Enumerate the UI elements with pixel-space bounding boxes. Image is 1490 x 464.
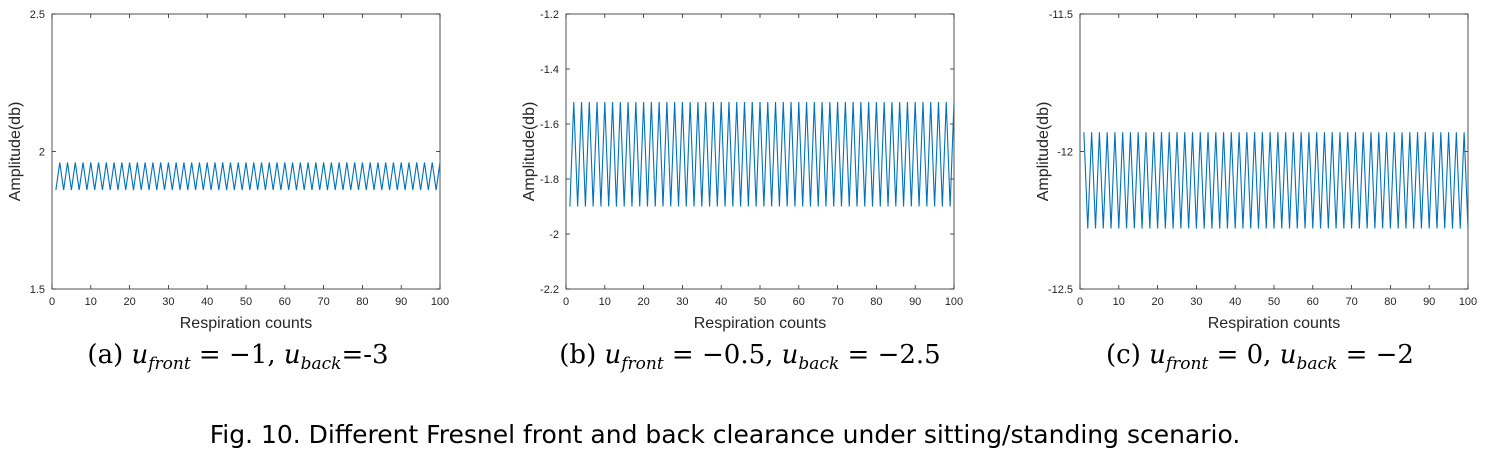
subcaption-b-text: ufront = −0.5, uback = −2.5	[604, 340, 941, 375]
x-tick-label: 90	[1423, 296, 1435, 308]
subcaption-a: (a) ufront = −1, uback=-3	[58, 340, 418, 374]
y-tick-label: -11.5	[1049, 9, 1073, 21]
x-tick-label: 10	[599, 296, 611, 308]
y-tick-label: 2.5	[30, 9, 45, 21]
subcaption-c-text: ufront = 0, uback = −2	[1149, 340, 1414, 375]
x-tick-label: 10	[85, 296, 97, 308]
x-tick-label: 0	[1077, 296, 1083, 308]
x-axis-label-c: Respiration counts	[1208, 315, 1341, 332]
x-tick-label: 20	[123, 296, 135, 308]
y-axis-label-a: Amplitude(db)	[7, 102, 24, 202]
x-tick-label: 70	[1345, 296, 1357, 308]
x-tick-label: 70	[317, 296, 329, 308]
y-tick-label: -2.2	[540, 284, 559, 296]
y-axis-label-c: Amplitude(db)	[1035, 102, 1052, 202]
subcaption-a-text: ufront = −1, uback=-3	[131, 340, 389, 375]
x-tick-label: 0	[49, 296, 55, 308]
y-tick-label: -12.5	[1048, 284, 1073, 296]
subcaption-b-label: (b)	[559, 340, 597, 370]
x-tick-label: 90	[395, 296, 407, 308]
x-tick-label: 60	[1307, 296, 1319, 308]
subcaption-a-label: (a)	[87, 340, 124, 370]
series-line-c	[1083, 132, 1469, 229]
plot-area-a	[51, 13, 441, 290]
x-tick-label: 30	[162, 296, 174, 308]
chart-panel-a: 0 10 20 30 40 50 60 70 80 90 100 1.5 2 2.5 Respiration…	[0, 0, 460, 340]
x-tick-label: 90	[909, 296, 921, 308]
x-tick-label: 40	[1229, 296, 1241, 308]
series-line-a	[55, 162, 441, 191]
x-tick-label: 100	[945, 296, 963, 308]
x-tick-label: 60	[793, 296, 805, 308]
chart-panel-b: 0 10 20 30 40 50 60 70 80 90 100 -2.2 -2 -1.8 -1.6 -1.4…	[514, 0, 974, 340]
x-tick-label: 70	[831, 296, 843, 308]
subcaption-b: (b) ufront = −0.5, uback = −2.5	[530, 340, 970, 374]
y-tick-label: -12	[1057, 147, 1073, 159]
x-tick-label: 20	[1151, 296, 1163, 308]
chart-c-svg: 0 10 20 30 40 50 60 70 80 90 100 -12.5 -12 -11.5 Respi…	[1035, 9, 1477, 332]
x-axis-label-a: Respiration counts	[180, 315, 313, 332]
x-tick-label: 80	[870, 296, 882, 308]
x-tick-label: 50	[1268, 296, 1280, 308]
y-axis-label-b: Amplitude(db)	[521, 102, 538, 202]
y-tick-label: -2	[549, 229, 559, 241]
y-tick-label: 1.5	[30, 284, 45, 296]
chart-a-svg: 0 10 20 30 40 50 60 70 80 90 100 1.5 2 2.5 Respiration…	[7, 9, 449, 332]
y-tick-label: -1.2	[540, 9, 559, 21]
x-tick-label: 80	[356, 296, 368, 308]
plot-area-c	[1079, 13, 1469, 290]
x-tick-label: 80	[1384, 296, 1396, 308]
figure-caption: Fig. 10. Different Fresnel front and bac…	[209, 420, 1241, 449]
x-tick-label: 50	[240, 296, 252, 308]
x-tick-label: 40	[715, 296, 727, 308]
x-tick-label: 30	[1190, 296, 1202, 308]
x-tick-label: 20	[637, 296, 649, 308]
x-tick-label: 0	[563, 296, 569, 308]
x-tick-label: 40	[201, 296, 213, 308]
plot-area-b	[565, 13, 955, 290]
y-tick-label: 2	[39, 147, 45, 159]
x-tick-label: 50	[754, 296, 766, 308]
y-tick-label: -1.6	[540, 119, 559, 131]
chart-panel-c: 0 10 20 30 40 50 60 70 80 90 100 -12.5 -12 -11.5 Respi…	[1028, 0, 1488, 340]
x-tick-label: 30	[676, 296, 688, 308]
x-tick-label: 100	[431, 296, 449, 308]
series-line-b	[569, 101, 955, 207]
x-axis-label-b: Respiration counts	[694, 315, 827, 332]
x-tick-label: 100	[1459, 296, 1477, 308]
subcaption-c: (c) ufront = 0, uback = −2	[1070, 340, 1450, 374]
y-tick-label: -1.8	[540, 174, 559, 186]
x-tick-label: 60	[279, 296, 291, 308]
x-tick-label: 10	[1113, 296, 1125, 308]
chart-b-svg: 0 10 20 30 40 50 60 70 80 90 100 -2.2 -2 -1.8 -1.6 -1.4…	[521, 9, 963, 332]
subcaption-c-label: (c)	[1106, 340, 1141, 370]
y-tick-label: -1.4	[540, 64, 559, 76]
